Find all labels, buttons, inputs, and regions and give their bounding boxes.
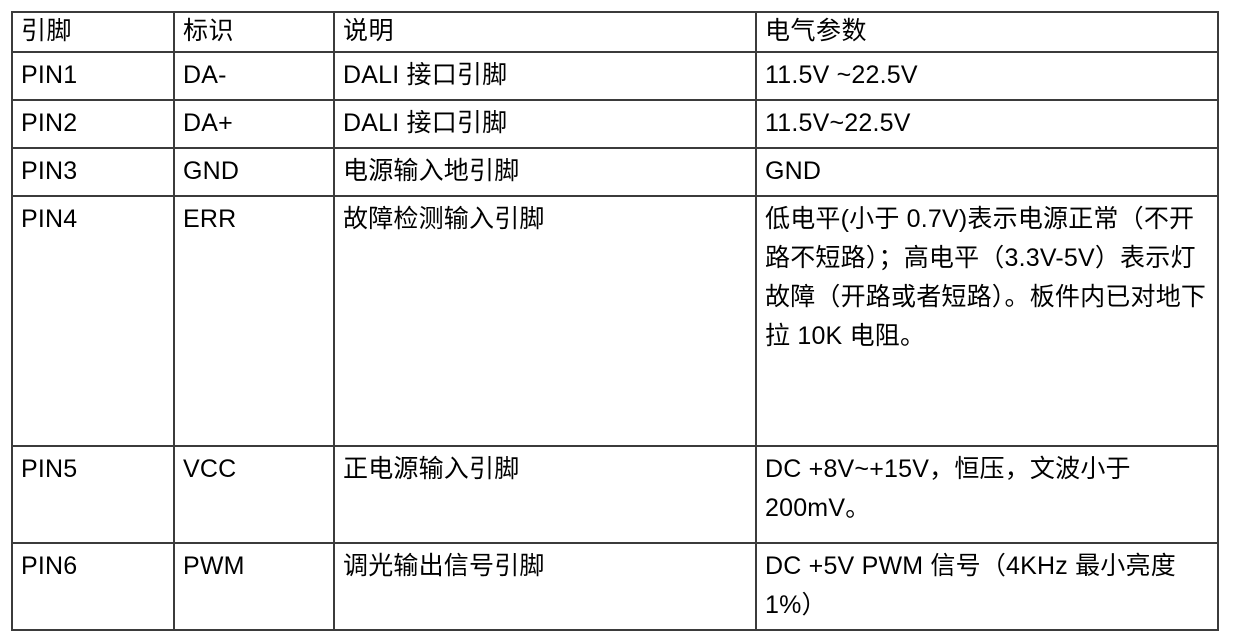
table-row: PIN5 VCC 正电源输入引脚 DC +8V~+15V，恒压，文波小于 200…: [11, 445, 1219, 544]
cell-desc: 调光输出信号引脚: [333, 542, 757, 631]
cell-elec: DC +5V PWM 信号（4KHz 最小亮度 1%）: [755, 542, 1219, 631]
table-row: PIN6 PWM 调光输出信号引脚 DC +5V PWM 信号（4KHz 最小亮…: [11, 542, 1219, 631]
column-header-elec: 电气参数: [755, 11, 1219, 53]
pinout-table-container: 引脚 标识 说明 电气参数 PIN1 DA- DALI 接口引脚 11.5V ~…: [11, 11, 1219, 631]
table-header-row: 引脚 标识 说明 电气参数: [11, 11, 1219, 53]
cell-tag: VCC: [173, 445, 335, 544]
cell-tag: DA-: [173, 51, 335, 101]
table-row: PIN2 DA+ DALI 接口引脚 11.5V~22.5V: [11, 99, 1219, 149]
cell-tag: ERR: [173, 195, 335, 447]
cell-desc: 故障检测输入引脚: [333, 195, 757, 447]
cell-tag: DA+: [173, 99, 335, 149]
column-header-pin: 引脚: [11, 11, 175, 53]
cell-elec: DC +8V~+15V，恒压，文波小于 200mV。: [755, 445, 1219, 544]
cell-desc: 电源输入地引脚: [333, 147, 757, 197]
cell-desc: 正电源输入引脚: [333, 445, 757, 544]
table-body: PIN1 DA- DALI 接口引脚 11.5V ~22.5V PIN2 DA+…: [11, 51, 1219, 631]
cell-desc: DALI 接口引脚: [333, 99, 757, 149]
cell-tag: PWM: [173, 542, 335, 631]
table-header: 引脚 标识 说明 电气参数: [11, 11, 1219, 53]
cell-desc: DALI 接口引脚: [333, 51, 757, 101]
column-header-desc: 说明: [333, 11, 757, 53]
cell-tag: GND: [173, 147, 335, 197]
table-row: PIN3 GND 电源输入地引脚 GND: [11, 147, 1219, 197]
cell-elec: GND: [755, 147, 1219, 197]
pin-definition-table: 引脚 标识 说明 电气参数 PIN1 DA- DALI 接口引脚 11.5V ~…: [11, 11, 1219, 631]
table-row: PIN4 ERR 故障检测输入引脚 低电平(小于 0.7V)表示电源正常（不开路…: [11, 195, 1219, 447]
cell-pin: PIN5: [11, 445, 175, 544]
cell-elec: 低电平(小于 0.7V)表示电源正常（不开路不短路）；高电平（3.3V-5V）表…: [755, 195, 1219, 447]
cell-pin: PIN6: [11, 542, 175, 631]
cell-pin: PIN2: [11, 99, 175, 149]
cell-pin: PIN3: [11, 147, 175, 197]
cell-pin: PIN4: [11, 195, 175, 447]
column-header-tag: 标识: [173, 11, 335, 53]
cell-elec: 11.5V ~22.5V: [755, 51, 1219, 101]
cell-pin: PIN1: [11, 51, 175, 101]
cell-elec: 11.5V~22.5V: [755, 99, 1219, 149]
table-row: PIN1 DA- DALI 接口引脚 11.5V ~22.5V: [11, 51, 1219, 101]
